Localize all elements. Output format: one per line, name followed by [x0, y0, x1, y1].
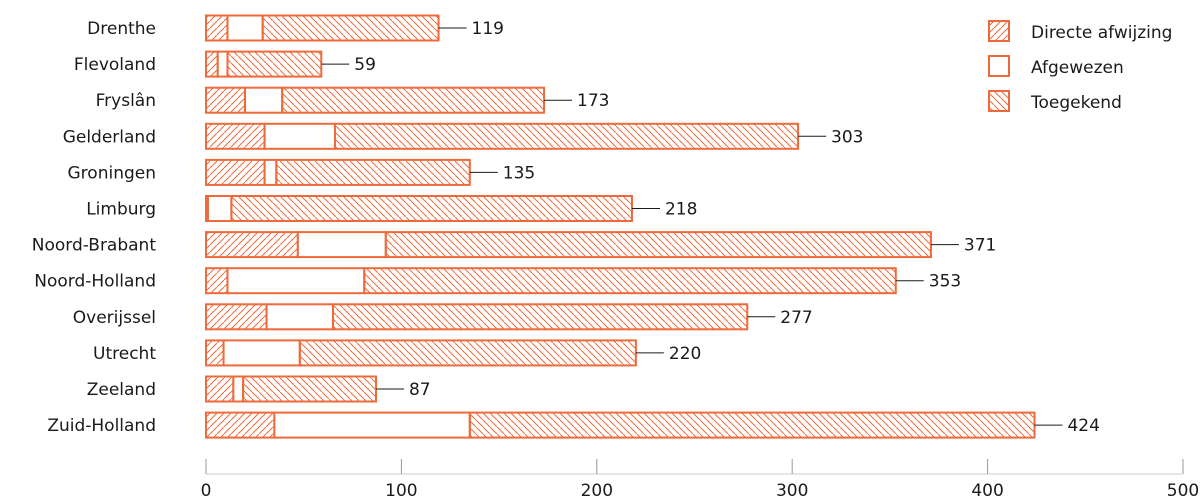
- bar-segment: [205, 339, 225, 367]
- bar-segment: [384, 231, 932, 259]
- bar-segment: [261, 14, 440, 42]
- bar-segment: [216, 50, 229, 78]
- bar-segment: [205, 267, 229, 295]
- bar-row: Drenthe 119: [87, 14, 504, 42]
- legend-item: Toegekend: [988, 90, 1122, 113]
- bar-segment: [275, 158, 471, 186]
- bar-row: Noord-Brabant 371: [32, 231, 996, 259]
- bar-segment: [296, 231, 387, 259]
- bar-row: Noord-Holland 353: [34, 267, 961, 295]
- bar-segment: [244, 86, 284, 114]
- legend-label: Directe afwijzing: [1031, 23, 1172, 43]
- x-tick-label: 500: [1167, 481, 1199, 497]
- bar-segment: [206, 195, 233, 222]
- bar-segment: [265, 303, 335, 331]
- bar-segment: [205, 122, 266, 150]
- bar-segment: [205, 14, 229, 42]
- category-label: Utrecht: [93, 344, 156, 364]
- bar-segment: [242, 375, 377, 403]
- legend-item: Afgewezen: [988, 55, 1124, 78]
- category-label: Fryslân: [96, 91, 156, 111]
- total-value-label: 303: [831, 127, 863, 147]
- category-label: Drenthe: [87, 19, 156, 39]
- bar-segment: [205, 86, 247, 114]
- x-tick-label: 200: [581, 481, 613, 497]
- bar-segment: [226, 14, 264, 42]
- legend-swatch: [988, 55, 1010, 77]
- x-axis: 0 100 200 300 400 500: [201, 459, 1199, 497]
- x-tick-label: 100: [385, 481, 417, 497]
- bar-row: Flevoland 59: [74, 50, 376, 78]
- bar-segment: [226, 50, 323, 78]
- category-label: Overijssel: [73, 308, 156, 328]
- total-value-label: 135: [503, 163, 535, 183]
- total-value-label: 87: [409, 380, 431, 400]
- bar-row: Zuid-Holland 424: [47, 411, 1100, 439]
- bar-segment: [230, 195, 633, 222]
- bar-row: Gelderland 303: [63, 122, 864, 150]
- bar-row: Utrecht 220: [93, 339, 701, 367]
- total-value-label: 119: [472, 19, 504, 39]
- bar-segment: [205, 375, 235, 403]
- bar-segment: [363, 267, 897, 295]
- bar-segment: [468, 411, 1036, 439]
- bar-segment: [205, 303, 268, 331]
- bar-segment: [205, 411, 276, 439]
- total-value-label: 353: [929, 272, 961, 292]
- bar-segment: [298, 339, 637, 367]
- category-label: Noord-Holland: [34, 272, 156, 292]
- total-value-label: 371: [964, 236, 996, 256]
- total-value-label: 277: [780, 308, 812, 328]
- bar-segment: [273, 411, 471, 439]
- x-tick-label: 0: [201, 481, 212, 497]
- category-label: Zuid-Holland: [47, 416, 156, 436]
- bar-segment: [205, 50, 219, 78]
- category-label: Limburg: [86, 200, 156, 220]
- bar-segment: [222, 339, 301, 367]
- legend-item: Directe afwijzing: [988, 20, 1172, 43]
- bar-row: Overijssel 277: [73, 303, 813, 331]
- total-value-label: 218: [665, 200, 697, 220]
- bars-group: Drenthe 119 Flevoland 59 Fryslân 173 Gelderlan…: [32, 14, 1100, 439]
- legend: Directe afwijzing Afgewezen Toegekend: [988, 20, 1172, 113]
- x-tick-label: 300: [776, 481, 808, 497]
- bar-segment: [263, 122, 336, 150]
- bar-segment: [232, 375, 245, 403]
- bar-segment: [263, 158, 278, 186]
- bar-segment: [226, 267, 366, 295]
- category-label: Flevoland: [74, 55, 156, 75]
- bar-row: Zeeland 87: [87, 375, 431, 403]
- category-label: Gelderland: [63, 127, 156, 147]
- bar-segment: [281, 86, 546, 114]
- bar-segment: [205, 158, 266, 186]
- total-value-label: 59: [354, 55, 376, 75]
- bar-segment: [333, 122, 800, 150]
- bar-row: Groningen 135: [68, 158, 535, 186]
- bar-row: Fryslân 173: [96, 86, 609, 114]
- legend-label: Toegekend: [1030, 93, 1122, 113]
- total-value-label: 424: [1067, 416, 1099, 436]
- bar-row: Limburg 218: [86, 195, 697, 222]
- total-value-label: 173: [577, 91, 609, 111]
- category-label: Noord-Brabant: [32, 236, 157, 256]
- category-label: Zeeland: [87, 380, 156, 400]
- bar-segment: [205, 231, 299, 259]
- x-tick-label: 400: [971, 481, 1003, 497]
- legend-swatch: [988, 20, 1010, 42]
- category-label: Groningen: [68, 163, 157, 183]
- legend-label: Afgewezen: [1031, 58, 1124, 78]
- total-value-label: 220: [669, 344, 701, 364]
- bar-segment: [332, 303, 749, 331]
- legend-swatch: [988, 90, 1010, 112]
